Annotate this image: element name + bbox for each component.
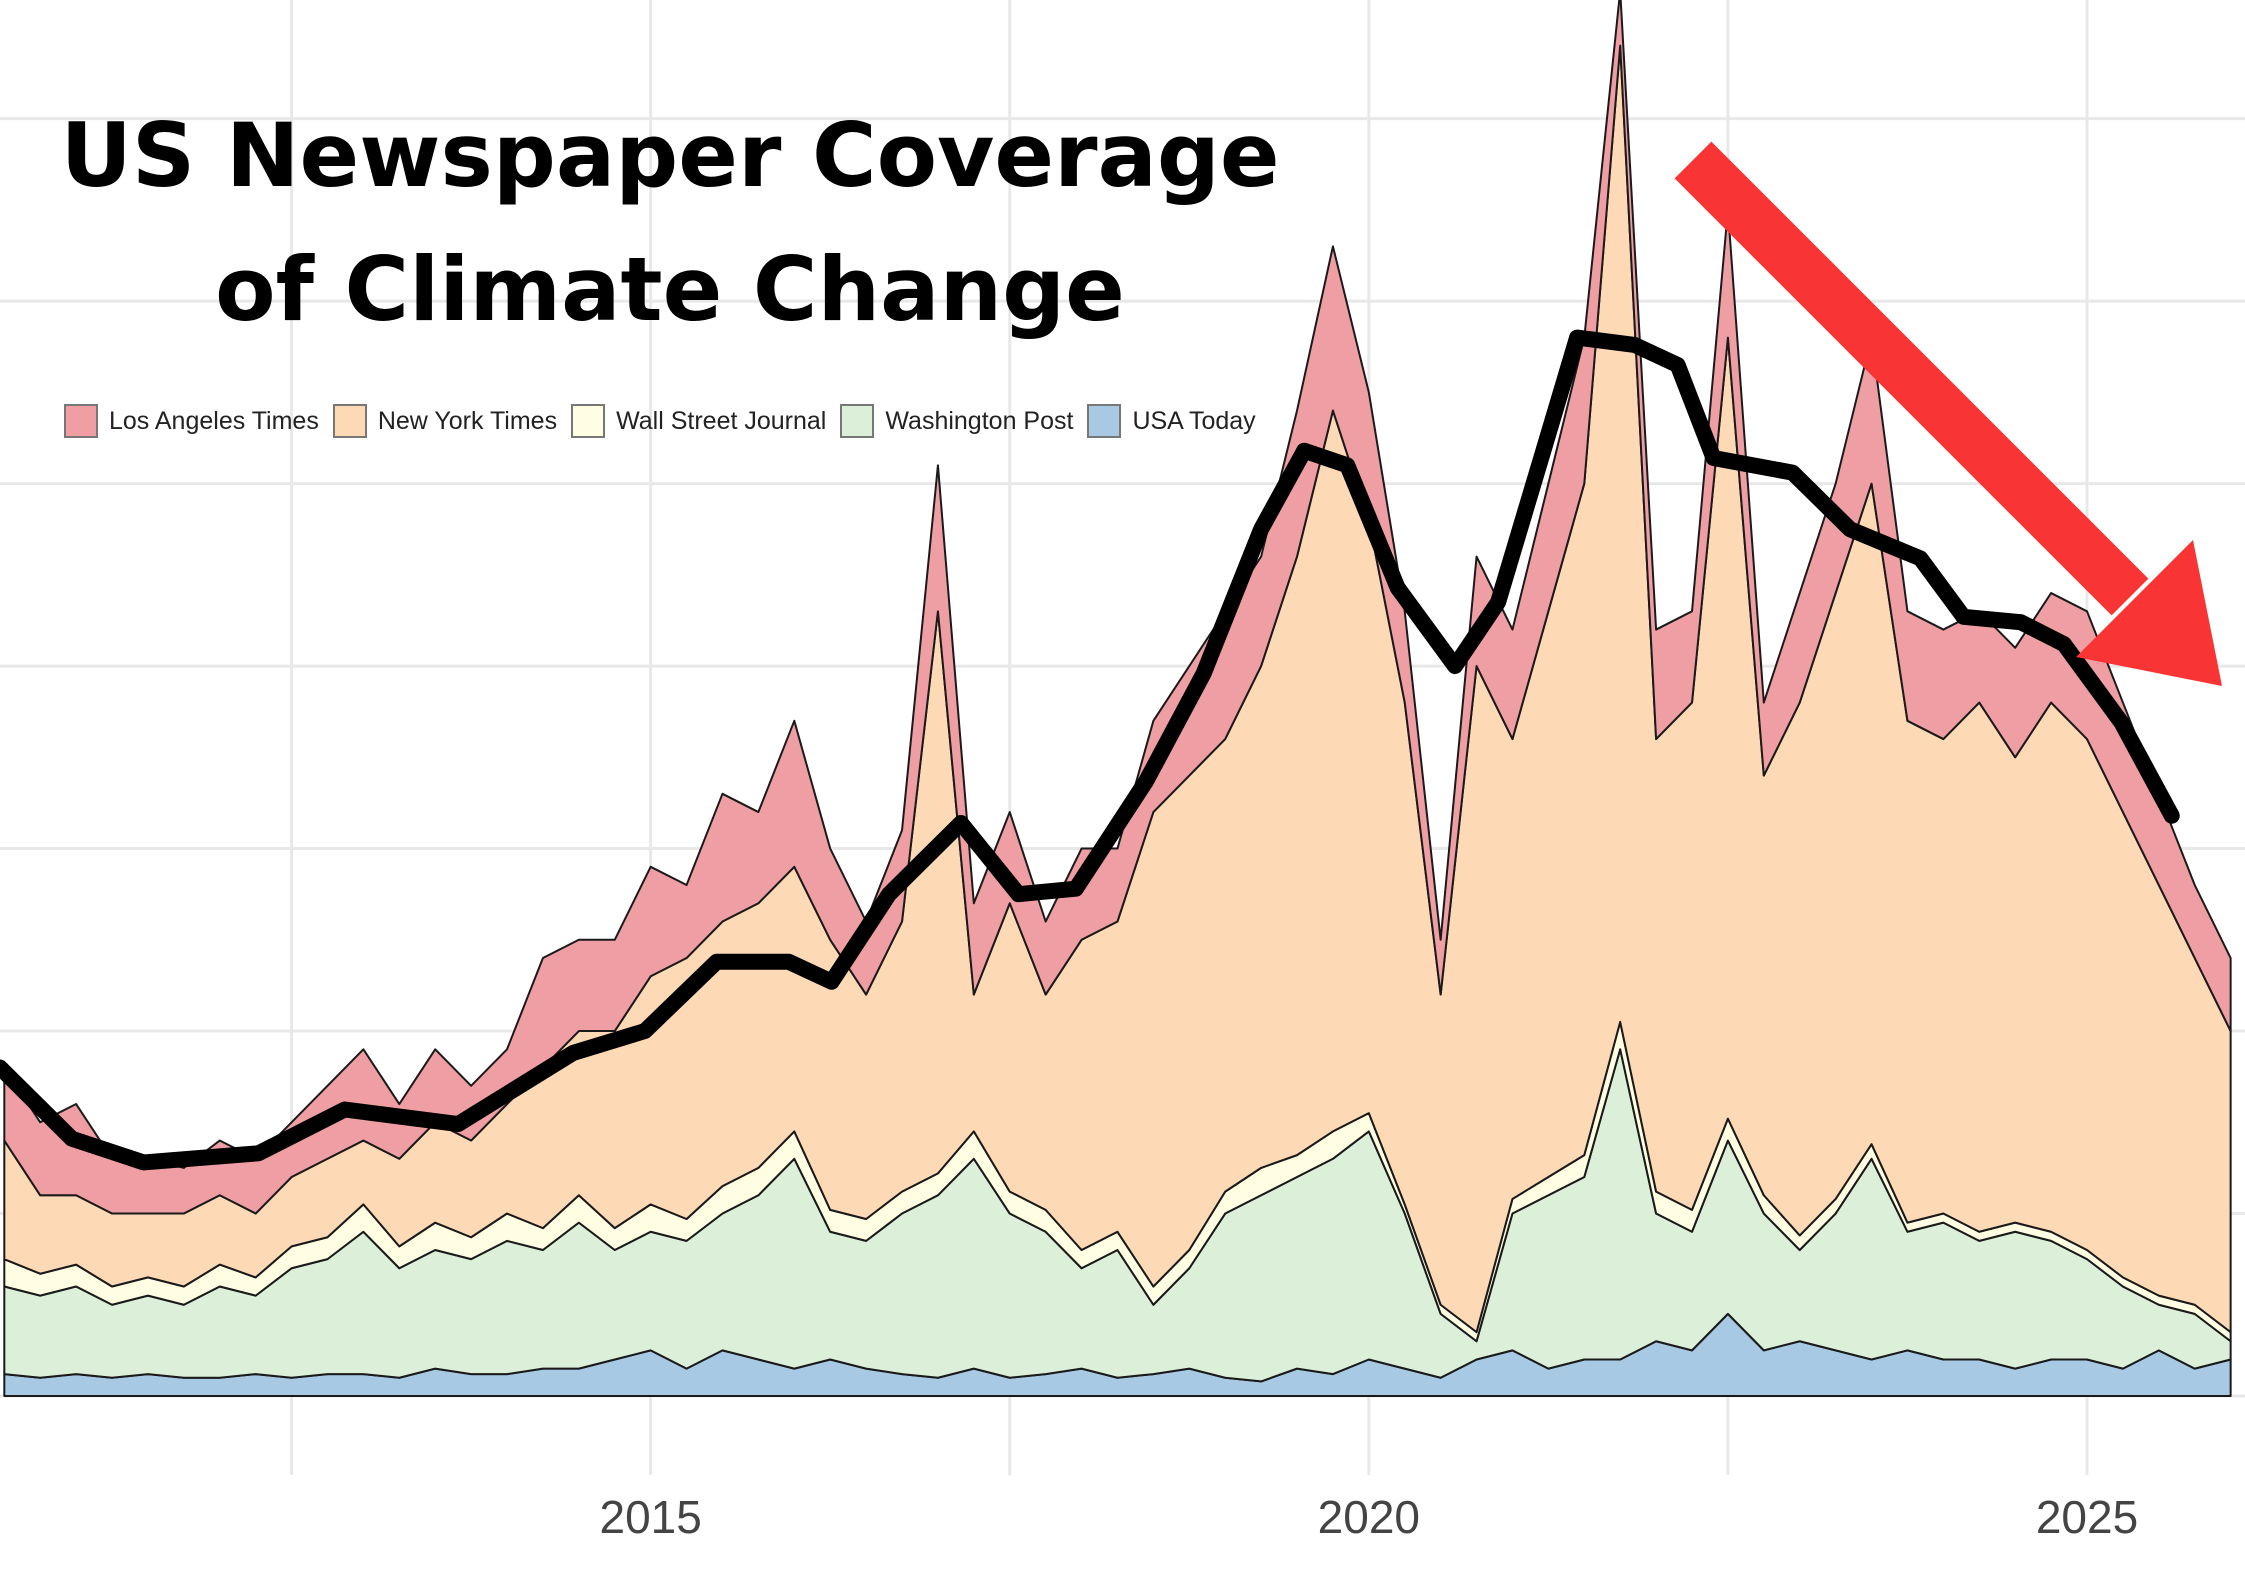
stacked-areas: [3, 0, 2232, 1397]
x-tick-label: 2015: [599, 1491, 702, 1543]
arrow-head: [2076, 540, 2222, 686]
chart-title-line-1: US Newspaper Coverage: [60, 104, 1280, 207]
legend-item-wsj: Wall Street Journal: [571, 404, 826, 438]
legend-label: Wall Street Journal: [616, 406, 827, 435]
x-tick-label: 2020: [1317, 1491, 1420, 1543]
legend-label: New York Times: [377, 406, 558, 435]
legend-item-la-times: Los Angeles Times: [64, 404, 319, 438]
legend-label: Washington Post: [885, 406, 1074, 435]
chart-title-line-2: of Climate Change: [215, 238, 1125, 341]
legend-item-usa-today: USA Today: [1087, 404, 1256, 438]
legend-item-ny-times: New York Times: [332, 404, 558, 438]
area-los-angeles-times: [3, 0, 2232, 1215]
legend-swatch: [571, 404, 606, 438]
legend-swatch: [840, 404, 875, 438]
legend-swatch: [1087, 404, 1122, 438]
x-tick-label: 2025: [2035, 1491, 2139, 1543]
legend-swatch: [64, 404, 98, 438]
legend-label: USA Today: [1132, 406, 1256, 435]
legend-label: Los Angeles Times: [109, 406, 319, 435]
legend-item-wapo: Washington Post: [840, 404, 1073, 438]
red-arrow-annotation: [1674, 141, 2222, 686]
arrow-shaft: [1674, 141, 2149, 616]
legend: Los Angeles Times New York Times Wall St…: [64, 404, 1270, 438]
legend-swatch: [332, 404, 367, 438]
trend-line: [0, 329, 2180, 1171]
